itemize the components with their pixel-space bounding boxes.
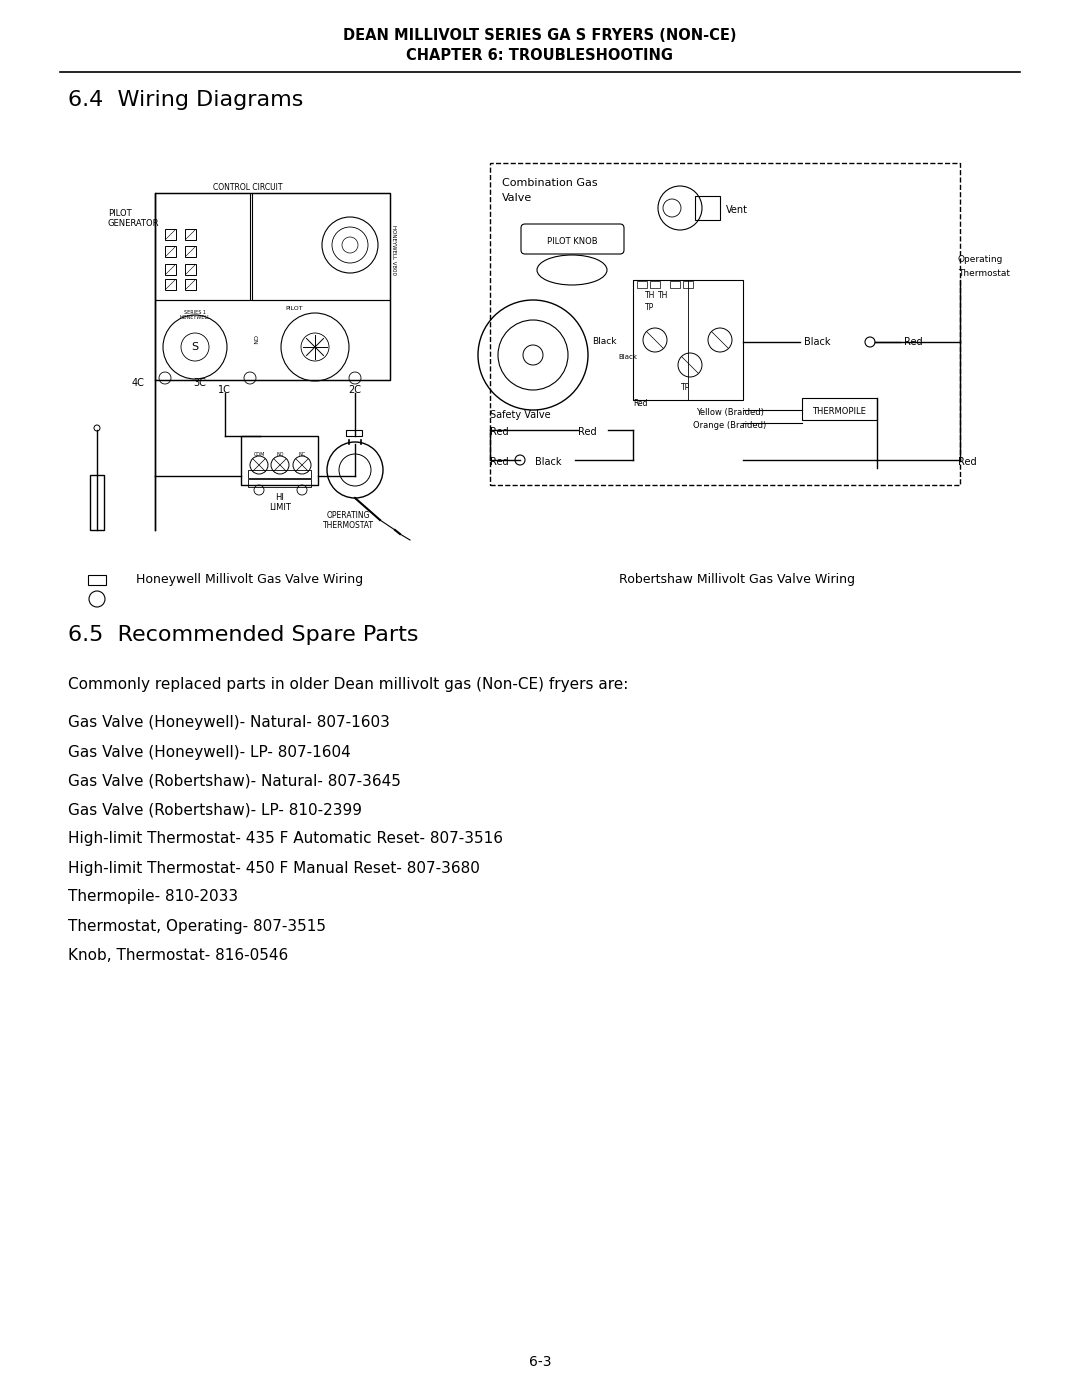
Bar xyxy=(185,279,195,291)
Text: Honeywell Millivolt Gas Valve Wiring: Honeywell Millivolt Gas Valve Wiring xyxy=(136,574,364,587)
Text: Yellow (Braided): Yellow (Braided) xyxy=(697,408,764,416)
Text: OPERATING: OPERATING xyxy=(326,511,369,521)
Text: THERMOPILE: THERMOPILE xyxy=(812,407,866,415)
Text: 4C: 4C xyxy=(132,379,145,388)
Text: Red: Red xyxy=(578,427,596,437)
Text: HI: HI xyxy=(275,493,284,502)
Bar xyxy=(156,193,390,380)
Text: NO: NO xyxy=(276,453,284,457)
Text: DEAN MILLIVOLT SERIES GA S FRYERS (NON-CE): DEAN MILLIVOLT SERIES GA S FRYERS (NON-C… xyxy=(343,28,737,42)
Text: TP: TP xyxy=(645,303,654,313)
Text: LIMIT: LIMIT xyxy=(269,503,291,513)
Bar xyxy=(650,281,660,288)
Text: ON: ON xyxy=(252,335,257,345)
Text: TP: TP xyxy=(681,384,690,393)
Bar xyxy=(165,246,176,257)
Bar xyxy=(490,163,960,485)
Text: Gas Valve (Robertshaw)- Natural- 807-3645: Gas Valve (Robertshaw)- Natural- 807-364… xyxy=(68,774,401,788)
Bar xyxy=(637,281,647,288)
Bar xyxy=(252,193,390,300)
Text: S: S xyxy=(191,342,199,352)
Bar xyxy=(802,398,877,420)
Bar xyxy=(248,469,311,478)
Bar xyxy=(165,229,176,240)
Text: Red: Red xyxy=(633,398,648,408)
Text: COM: COM xyxy=(254,453,265,457)
Text: Red: Red xyxy=(958,457,976,467)
Text: Black: Black xyxy=(618,353,637,360)
Text: Valve: Valve xyxy=(502,193,532,203)
Text: CHAPTER 6: TROUBLESHOOTING: CHAPTER 6: TROUBLESHOOTING xyxy=(406,47,674,63)
Text: Black: Black xyxy=(804,337,831,346)
Text: THERMOSTAT: THERMOSTAT xyxy=(323,521,374,531)
Text: Red: Red xyxy=(490,457,509,467)
Text: 6-3: 6-3 xyxy=(529,1355,551,1369)
Text: Vent: Vent xyxy=(726,205,748,215)
Text: Safety Valve: Safety Valve xyxy=(490,409,551,420)
Bar xyxy=(633,279,743,400)
Text: Red: Red xyxy=(904,337,922,346)
Text: 3C: 3C xyxy=(193,379,206,388)
Text: Robertshaw Millivolt Gas Valve Wiring: Robertshaw Millivolt Gas Valve Wiring xyxy=(619,574,855,587)
Bar xyxy=(165,264,176,275)
Text: 2C: 2C xyxy=(348,386,361,395)
Text: Gas Valve (Honeywell)- LP- 807-1604: Gas Valve (Honeywell)- LP- 807-1604 xyxy=(68,745,351,760)
Bar xyxy=(683,281,693,288)
Bar xyxy=(633,279,688,400)
Text: 6.5  Recommended Spare Parts: 6.5 Recommended Spare Parts xyxy=(68,624,419,645)
Bar xyxy=(165,279,176,291)
Bar xyxy=(185,246,195,257)
Text: Red: Red xyxy=(490,427,509,437)
Text: CONTROL CIRCUIT: CONTROL CIRCUIT xyxy=(213,183,283,191)
Bar xyxy=(670,281,680,288)
Text: Operating: Operating xyxy=(958,256,1003,264)
Text: Black: Black xyxy=(592,338,617,346)
Text: PILOT: PILOT xyxy=(108,208,132,218)
Bar xyxy=(346,430,362,436)
Text: NC: NC xyxy=(298,453,306,457)
Text: Thermostat, Operating- 807-3515: Thermostat, Operating- 807-3515 xyxy=(68,918,326,933)
Bar xyxy=(87,576,106,585)
Bar xyxy=(696,196,720,219)
Text: High-limit Thermostat- 435 F Automatic Reset- 807-3516: High-limit Thermostat- 435 F Automatic R… xyxy=(68,831,503,847)
Bar xyxy=(248,479,311,488)
Bar xyxy=(241,436,318,485)
Text: 1C: 1C xyxy=(218,386,231,395)
Text: HONEYWELL V800: HONEYWELL V800 xyxy=(391,225,395,275)
Bar xyxy=(156,193,249,300)
Text: GENERATOR: GENERATOR xyxy=(108,219,160,229)
Text: Gas Valve (Honeywell)- Natural- 807-1603: Gas Valve (Honeywell)- Natural- 807-1603 xyxy=(68,715,390,731)
Text: Thermopile- 810-2033: Thermopile- 810-2033 xyxy=(68,890,238,904)
Text: High-limit Thermostat- 450 F Manual Reset- 807-3680: High-limit Thermostat- 450 F Manual Rese… xyxy=(68,861,480,876)
Text: Thermostat: Thermostat xyxy=(958,268,1010,278)
Text: Knob, Thermostat- 816-0546: Knob, Thermostat- 816-0546 xyxy=(68,947,288,963)
Text: Orange (Braided): Orange (Braided) xyxy=(693,420,767,429)
Text: PILOT: PILOT xyxy=(285,306,302,310)
Text: Black: Black xyxy=(535,457,562,467)
Text: TH: TH xyxy=(658,291,669,299)
Bar xyxy=(185,264,195,275)
Text: PILOT KNOB: PILOT KNOB xyxy=(546,236,597,246)
Bar xyxy=(185,229,195,240)
Bar xyxy=(156,300,390,380)
Text: Gas Valve (Robertshaw)- LP- 810-2399: Gas Valve (Robertshaw)- LP- 810-2399 xyxy=(68,802,362,817)
Text: Combination Gas: Combination Gas xyxy=(502,177,597,189)
Text: 6.4  Wiring Diagrams: 6.4 Wiring Diagrams xyxy=(68,89,303,110)
Text: SERIES 1
HONEYWELL: SERIES 1 HONEYWELL xyxy=(179,310,211,320)
Text: Commonly replaced parts in older Dean millivolt gas (Non-CE) fryers are:: Commonly replaced parts in older Dean mi… xyxy=(68,678,629,693)
Bar xyxy=(90,475,104,529)
Text: TH: TH xyxy=(645,291,656,299)
